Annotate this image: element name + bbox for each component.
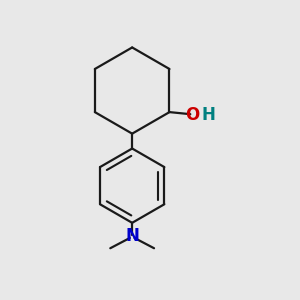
Text: H: H [201, 106, 215, 124]
Text: O: O [185, 106, 199, 124]
Text: N: N [125, 226, 139, 244]
